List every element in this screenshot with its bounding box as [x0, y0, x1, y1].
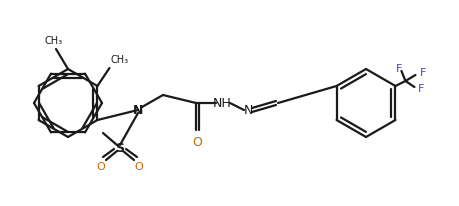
Text: S: S	[116, 142, 124, 154]
Text: O: O	[97, 162, 106, 172]
Text: O: O	[192, 136, 202, 149]
Text: CH₃: CH₃	[45, 36, 63, 46]
Text: F: F	[417, 84, 424, 94]
Text: CH₃: CH₃	[111, 55, 129, 65]
Text: NH: NH	[213, 96, 231, 110]
Text: N: N	[133, 103, 143, 117]
Text: O: O	[134, 162, 143, 172]
Text: N: N	[243, 103, 253, 117]
Text: F: F	[396, 64, 403, 74]
Text: F: F	[420, 68, 426, 78]
